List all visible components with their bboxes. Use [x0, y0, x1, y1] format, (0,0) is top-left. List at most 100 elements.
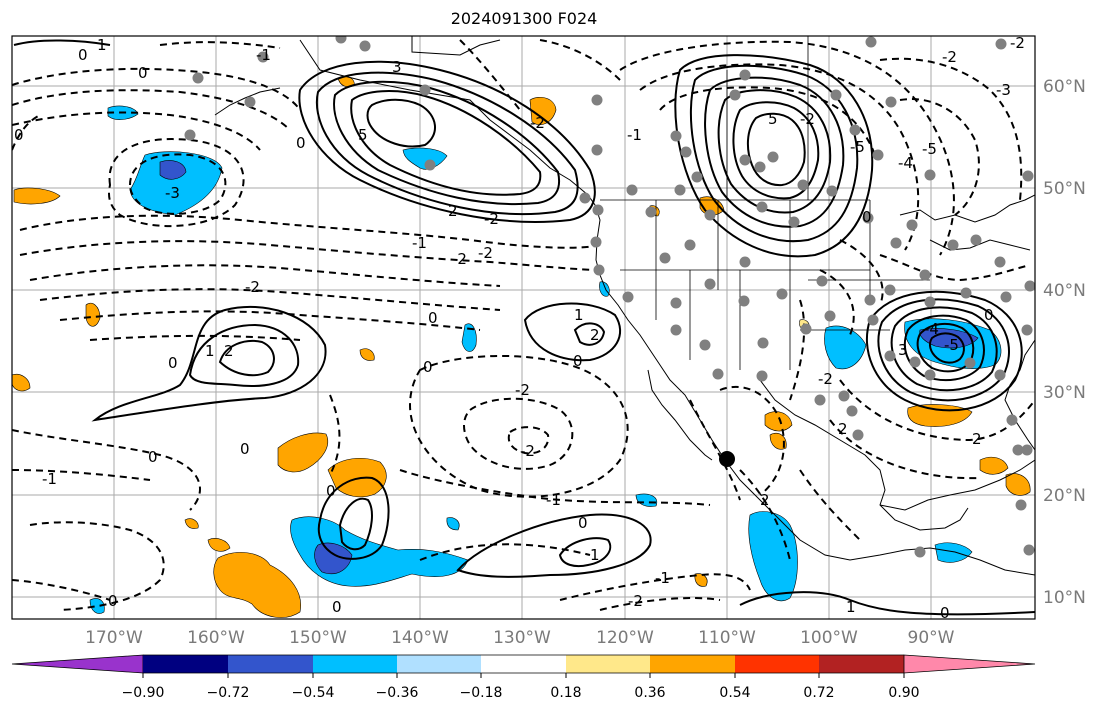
contour-label: -1 [412, 234, 427, 252]
contour-label: 2 [590, 326, 600, 344]
contour-label: -1 [42, 470, 57, 488]
contour-label: 0 [862, 208, 872, 226]
contour-label: -5 [944, 336, 959, 354]
colorbar-tick-label: 0.18 [550, 685, 581, 701]
contour-label: -1 [546, 491, 561, 509]
contour-label: -2 [818, 370, 833, 388]
lat-label: 40°N [1043, 281, 1086, 301]
contour-label: 0 [296, 134, 306, 152]
station-dots [184, 36, 1035, 558]
colorbar-segment [650, 655, 735, 673]
contour-label: 0 [168, 354, 178, 372]
contour-label: 0 [940, 604, 950, 622]
contour-label: 0 [14, 126, 24, 144]
contour-label: 0 [984, 306, 994, 324]
longitude-labels: 170°W 160°W 150°W 140°W 130°W 120°W 110°… [85, 628, 955, 648]
colorbar-segment [735, 655, 819, 673]
colorbar: −0.90 −0.72 −0.54 −0.36 −0.18 0.18 0.36 … [11, 654, 1036, 701]
colorbar-tick-label: −0.18 [460, 685, 503, 701]
lon-label: 160°W [187, 628, 245, 648]
lon-label: 110°W [698, 628, 756, 648]
colorbar-segment [143, 655, 228, 673]
colorbar-extend-high [903, 654, 1036, 674]
contour-label: -5 [850, 138, 865, 156]
lon-label: 130°W [493, 628, 551, 648]
solid-contours [13, 39, 1035, 616]
colorbar-tick-label: −0.72 [207, 685, 250, 701]
map-area [12, 36, 1035, 619]
contour-label: -1 [627, 126, 642, 144]
contour-label: -2 [942, 48, 957, 66]
contour-label: 1 [846, 598, 856, 616]
lat-label: 50°N [1043, 179, 1086, 199]
colorbar-tick-label: 0.54 [719, 685, 750, 701]
contour-label: -2 [530, 114, 545, 132]
contour-label: 1 [97, 36, 107, 54]
contour-label: -2 [515, 381, 530, 399]
contour-label: -1 [655, 569, 670, 587]
colorbar-segment [566, 655, 650, 673]
colorbar-segment [228, 655, 313, 673]
colorbar-tick-label: 0.90 [888, 685, 919, 701]
lat-label: 10°N [1043, 588, 1086, 608]
contour-label: 0 [423, 358, 433, 376]
contour-label: 3 [392, 58, 402, 76]
shaded-field-blue [89, 105, 1002, 614]
colorbar-tick-label: 0.36 [634, 685, 665, 701]
contour-label: 2 [224, 342, 234, 360]
colorbar-tick-label: −0.36 [376, 685, 419, 701]
contour-label: 2 [972, 430, 982, 448]
contour-label: -4 [924, 320, 939, 338]
lon-label: 90°W [908, 628, 955, 648]
contour-label: 0 [148, 448, 158, 466]
contour-label: -2 [478, 244, 493, 262]
contour-label: 0 [332, 598, 342, 616]
contour-label: 1 [574, 306, 584, 324]
contour-label: -5 [922, 140, 937, 158]
contour-label: 2 [760, 491, 770, 509]
contour-label: 5 [768, 110, 778, 128]
location-marker [719, 451, 735, 467]
state-borders [600, 36, 930, 370]
contour-labels: 0 1 0 -1 0 -3 3 5 0 2 -2 -1 -2 -2 -2 -2 … [14, 34, 1025, 622]
plot-title: 2024091300 F024 [450, 9, 598, 28]
contour-label: 3 [898, 341, 908, 359]
shaded-field-orange [12, 76, 1031, 618]
contour-label: 5 [358, 126, 368, 144]
colorbar-tick-label: −0.54 [292, 685, 335, 701]
colorbar-segment [397, 655, 481, 673]
lat-label: 60°N [1043, 77, 1086, 97]
contour-label: 0 [138, 64, 148, 82]
contour-label: 0 [240, 440, 250, 458]
contour-label: 0 [428, 309, 438, 327]
colorbar-segment [481, 655, 566, 673]
contour-label: -2 [1010, 34, 1025, 52]
lon-label: 140°W [391, 628, 449, 648]
contour-label: 0 [78, 46, 88, 64]
contour-label: -3 [996, 81, 1011, 99]
contour-label: -2 [452, 250, 467, 268]
lon-label: 120°W [596, 628, 654, 648]
lat-label: 30°N [1043, 383, 1086, 403]
colorbar-segment [313, 655, 397, 673]
contour-label: -2 [628, 592, 643, 610]
lat-label: 20°N [1043, 486, 1086, 506]
contour-label: -2 [484, 210, 499, 228]
colorbar-segment [819, 655, 904, 673]
contour-label: -3 [165, 184, 180, 202]
contour-label: 0 [108, 592, 118, 610]
contour-label: -2 [245, 278, 260, 296]
contour-label: -2 [520, 442, 535, 460]
lon-label: 150°W [289, 628, 347, 648]
lon-label: 170°W [85, 628, 143, 648]
contour-label: -1 [256, 46, 271, 64]
dashed-contours [12, 39, 1035, 611]
colorbar-tick-label: 0.72 [803, 685, 834, 701]
contour-label: -2 [800, 110, 815, 128]
map-frame [11, 35, 1036, 620]
colorbar-extend-low [11, 654, 144, 674]
contour-label: -4 [898, 154, 913, 172]
coastlines [214, 36, 1035, 576]
contour-label: 1 [590, 546, 600, 564]
